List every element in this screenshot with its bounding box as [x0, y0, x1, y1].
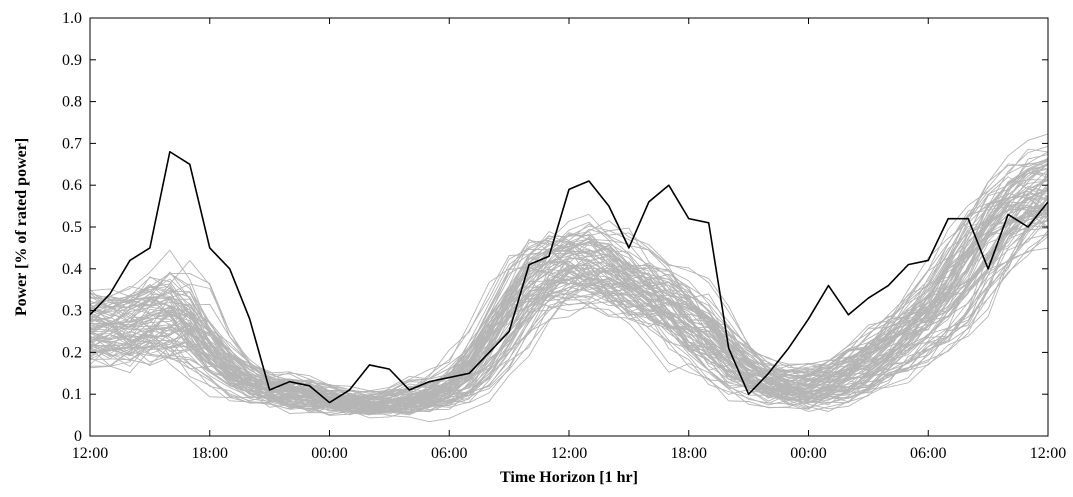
scenario-series-line — [89, 233, 1049, 423]
scenario-series-line — [89, 195, 1049, 407]
y-tick-label: 0.4 — [62, 261, 82, 278]
scenario-series-line — [89, 209, 1049, 412]
scenario-series-line — [89, 188, 1049, 415]
y-tick-label: 0.6 — [62, 177, 82, 194]
scenario-series-line — [89, 183, 1049, 407]
x-tick-label: 00:00 — [311, 445, 347, 462]
y-tick-label: 0.8 — [62, 94, 82, 111]
scenario-series-line — [89, 234, 1049, 413]
x-tick-label: 12:00 — [72, 445, 108, 462]
scenario-series-group — [89, 133, 1049, 423]
x-tick-label: 18:00 — [671, 445, 707, 462]
scenario-series-line — [89, 207, 1049, 408]
x-tick-label: 06:00 — [431, 445, 467, 462]
y-tick-label: 0.5 — [62, 219, 82, 236]
highlighted-series-line — [89, 150, 1049, 404]
scenario-series-line — [89, 196, 1049, 414]
scenario-series-line — [89, 167, 1049, 400]
scenario-series-line — [89, 172, 1049, 407]
highlighted-series-group — [89, 150, 1049, 404]
y-axis-title: Power [% of rated power] — [13, 138, 30, 316]
scenario-series-line — [89, 154, 1049, 398]
y-tick-label: 0.2 — [62, 344, 82, 361]
scenario-series-line — [89, 168, 1049, 407]
scenario-series-line — [89, 210, 1049, 411]
scenario-series-line — [89, 176, 1049, 401]
y-tick-label: 0.7 — [62, 135, 82, 152]
x-axis-title: Time Horizon [1 hr] — [500, 469, 638, 486]
x-tick-label: 06:00 — [910, 445, 946, 462]
y-tick-label: 0.3 — [62, 303, 82, 320]
scenario-series-line — [89, 170, 1049, 402]
y-tick-label: 0 — [74, 428, 82, 445]
x-tick-label: 12:00 — [1030, 445, 1066, 462]
axis-ticks: 0 0.1 0.2 0.3 0.4 0.5 0.6 0.7 0.8 0.9 1.0 12:00 18:0… — [62, 10, 1066, 462]
scenario-series-line — [89, 160, 1049, 399]
x-tick-label: 12:00 — [551, 445, 587, 462]
y-tick-label: 1.0 — [62, 10, 82, 27]
x-tick-label: 18:00 — [192, 445, 228, 462]
y-tick-label: 0.9 — [62, 52, 82, 69]
y-tick-label: 0.1 — [62, 386, 82, 403]
scenario-series-line — [89, 148, 1049, 400]
x-tick-label: 00:00 — [790, 445, 826, 462]
